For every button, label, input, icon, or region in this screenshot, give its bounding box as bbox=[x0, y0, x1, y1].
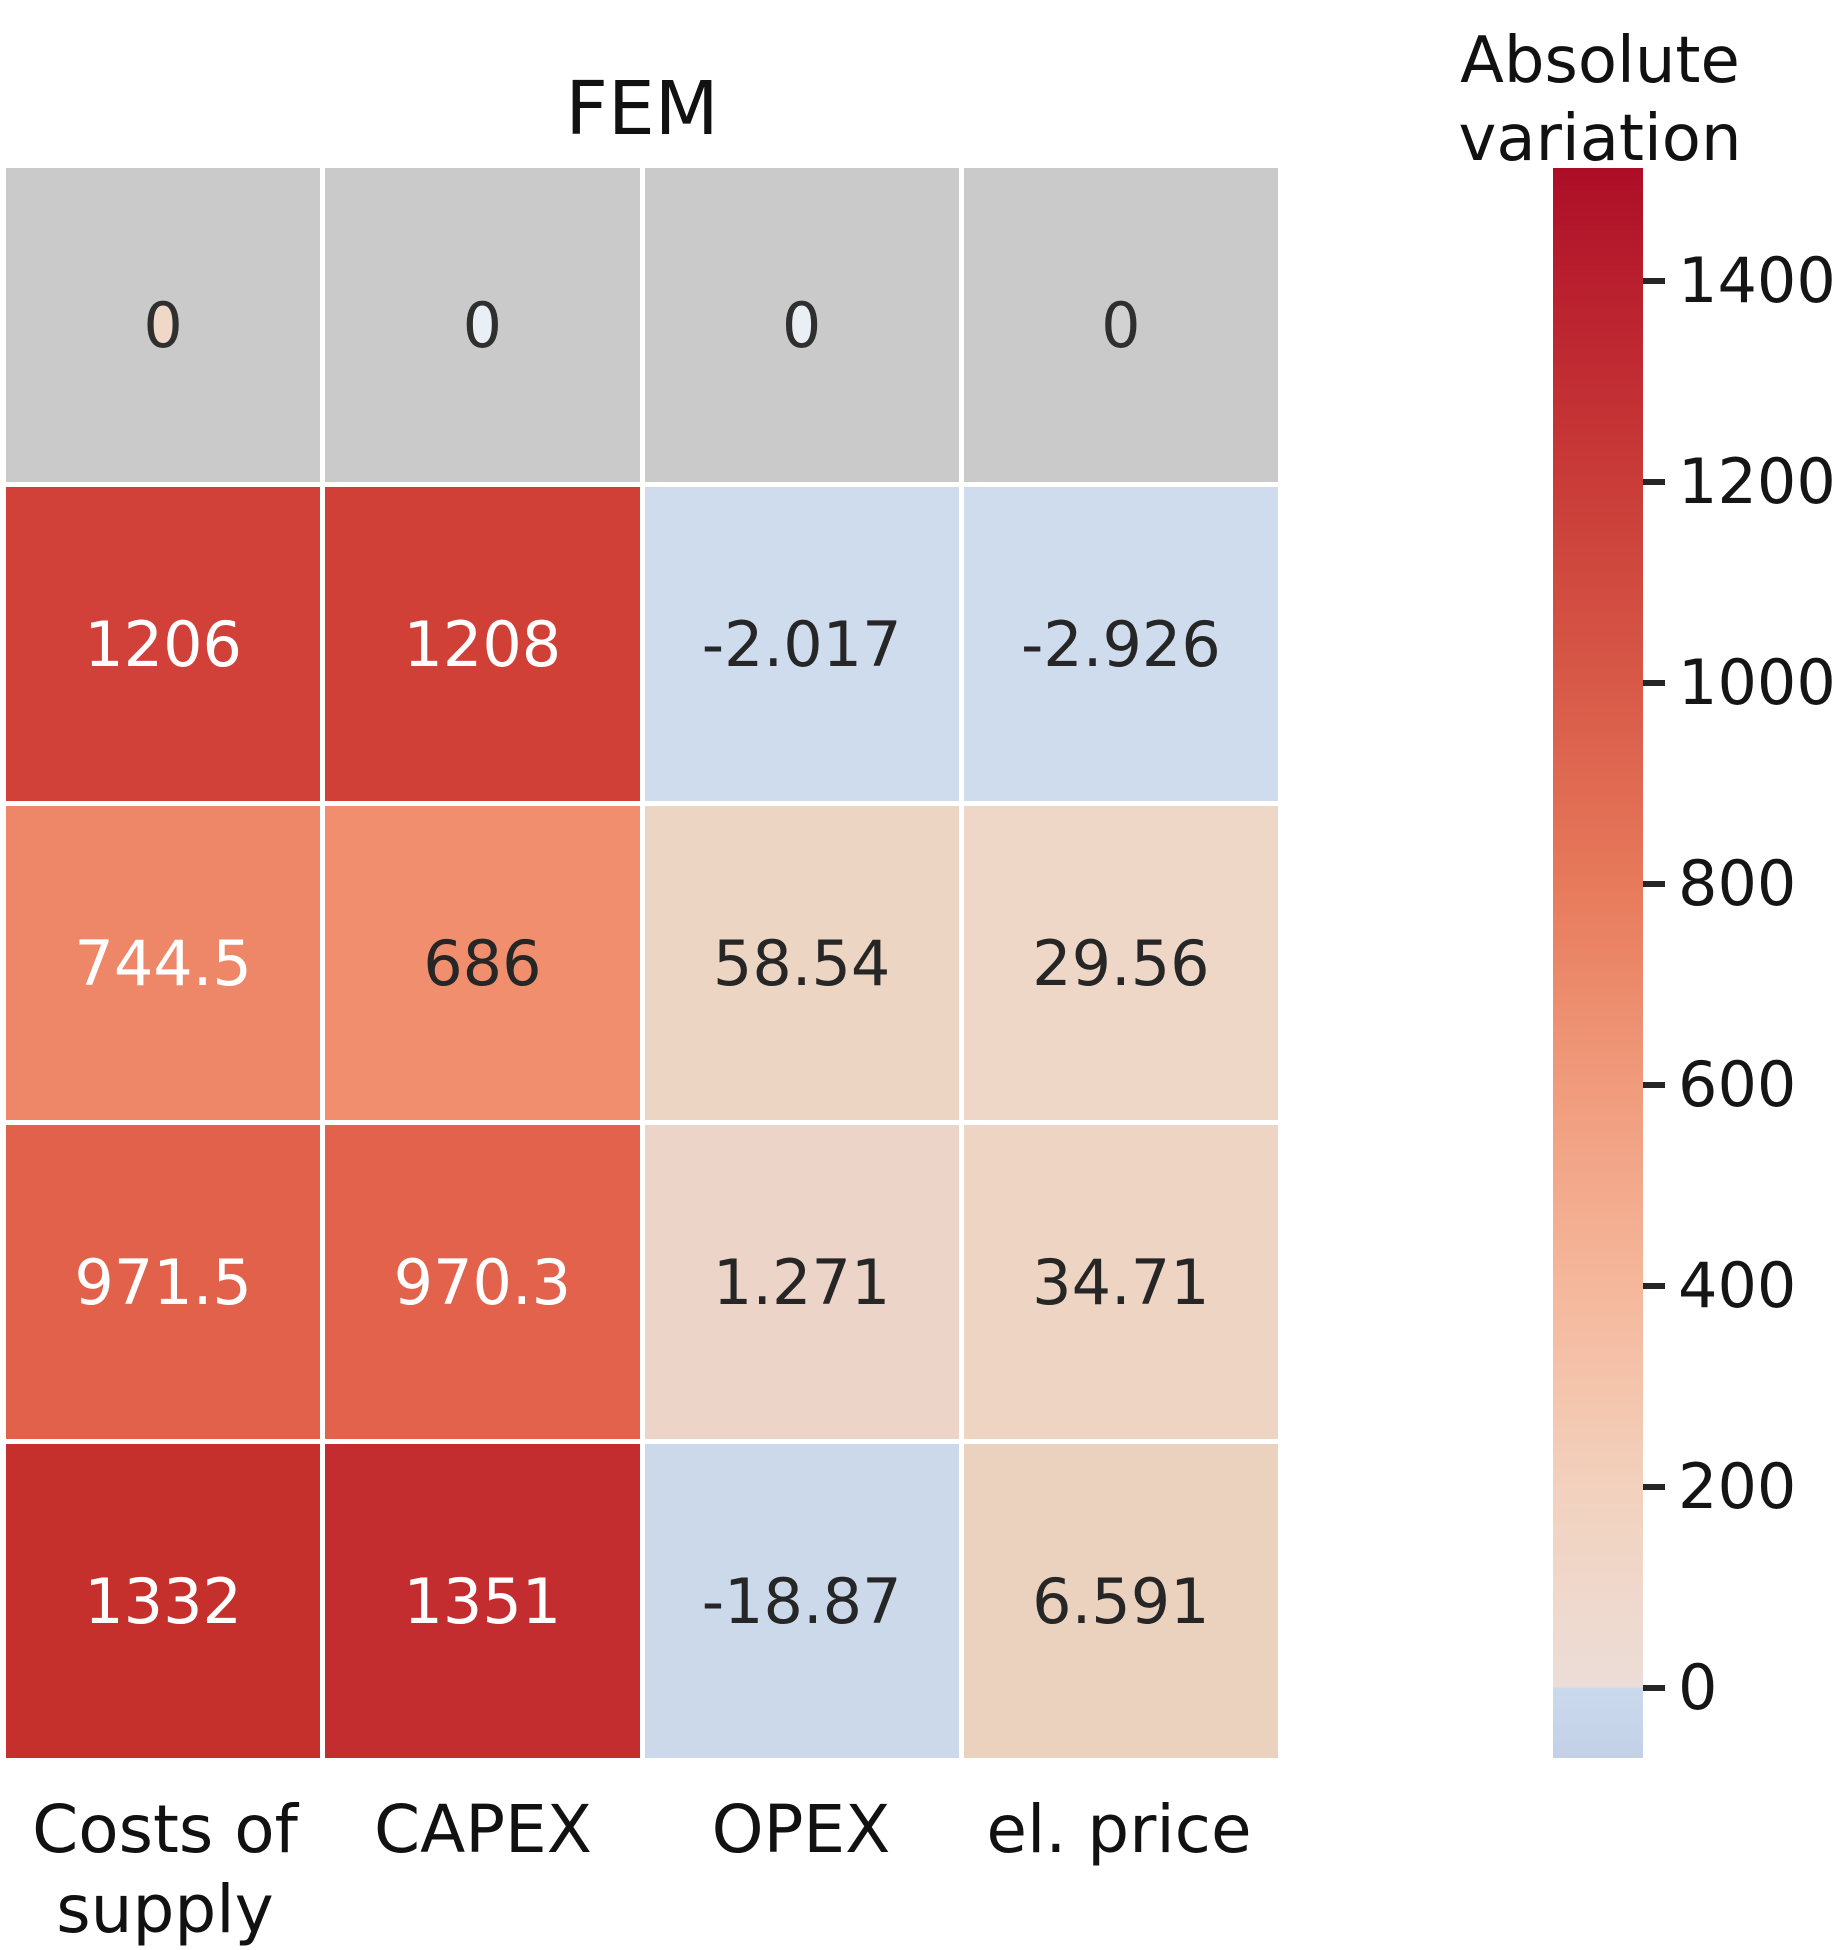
x-axis-label: CAPEX bbox=[324, 1790, 642, 1870]
x-axis-label-line: Costs of bbox=[32, 1791, 298, 1868]
cell-value: 58.54 bbox=[712, 926, 891, 1000]
heatmap-cell: -2.926 bbox=[963, 487, 1278, 801]
colorbar-tick-label: 800 bbox=[1678, 847, 1797, 921]
heatmap-cell: 1206 bbox=[6, 487, 321, 801]
heatmap-cell: 0 bbox=[644, 168, 959, 482]
cell-value: 1332 bbox=[84, 1564, 243, 1638]
colorbar-tick bbox=[1643, 680, 1665, 687]
chart-title: FEM bbox=[565, 66, 719, 152]
colorbar-gradient bbox=[1553, 168, 1643, 1758]
colorbar-tick-label: 400 bbox=[1678, 1248, 1797, 1322]
cell-value: -2.926 bbox=[1020, 607, 1221, 681]
colorbar-title-line: variation bbox=[1458, 102, 1742, 176]
colorbar-tick-label: 1000 bbox=[1678, 646, 1833, 720]
heatmap-cell: 971.5 bbox=[6, 1125, 321, 1439]
cell-value: -2.017 bbox=[701, 607, 902, 681]
x-axis-label: Costs of supply bbox=[6, 1790, 324, 1950]
cell-value: 971.5 bbox=[74, 1245, 252, 1319]
x-axis-label-line: CAPEX bbox=[374, 1791, 592, 1868]
cell-value: 0 bbox=[462, 288, 503, 362]
colorbar-tick bbox=[1643, 479, 1665, 486]
heatmap-cell: -2.017 bbox=[644, 487, 959, 801]
zero-glyph-counter bbox=[790, 305, 813, 344]
heatmap-cell: 1.271 bbox=[644, 1125, 959, 1439]
heatmap-cell: 34.71 bbox=[963, 1125, 1278, 1439]
colorbar: 1400 1200 1000 800 600 400 200 0 bbox=[1553, 168, 1833, 1758]
cell-value: 1208 bbox=[403, 607, 562, 681]
cell-value: -18.87 bbox=[701, 1564, 902, 1638]
x-axis-label: OPEX bbox=[642, 1790, 960, 1870]
heatmap-cell: 1208 bbox=[325, 487, 640, 801]
colorbar-tick bbox=[1643, 881, 1665, 888]
heatmap-cell: 686 bbox=[325, 806, 640, 1120]
cell-value: 0 bbox=[143, 288, 183, 362]
heatmap-cell: 6.591 bbox=[963, 1444, 1278, 1758]
cell-value: 1206 bbox=[84, 607, 243, 681]
zero-glyph-counter bbox=[1109, 305, 1132, 344]
heatmap-cell: 1332 bbox=[6, 1444, 321, 1758]
colorbar-tick-label: 600 bbox=[1678, 1048, 1797, 1122]
x-axis-label-line: el. price bbox=[986, 1791, 1252, 1868]
x-axis-label-line: supply bbox=[56, 1871, 274, 1948]
heatmap-cell: 970.3 bbox=[325, 1125, 640, 1439]
heatmap-cell: 29.56 bbox=[963, 806, 1278, 1120]
cell-value: 6.591 bbox=[1032, 1564, 1210, 1638]
cell-value: 1351 bbox=[403, 1564, 562, 1638]
heatmap-cell: -18.87 bbox=[644, 1444, 959, 1758]
cell-value: 686 bbox=[423, 926, 542, 1000]
heatmap: 0 0 0 0 1206 1208 -2.017 -2.926 744.5 686 58.54 29.… bbox=[6, 168, 1278, 1758]
colorbar-tick-label: 0 bbox=[1678, 1650, 1718, 1724]
zero-glyph-counter bbox=[471, 305, 494, 344]
heatmap-cell: 1351 bbox=[325, 1444, 640, 1758]
heatmap-cell: 0 bbox=[963, 168, 1278, 482]
colorbar-tick bbox=[1643, 1082, 1665, 1089]
heatmap-cell: 58.54 bbox=[644, 806, 959, 1120]
cell-value: 0 bbox=[781, 288, 822, 362]
cell-value: 29.56 bbox=[1032, 926, 1210, 1000]
cell-value: 744.5 bbox=[74, 926, 252, 1000]
colorbar-tick bbox=[1643, 1483, 1665, 1490]
colorbar-title: Absolute variation bbox=[1380, 22, 1820, 178]
colorbar-title-line: Absolute bbox=[1460, 24, 1740, 98]
colorbar-tick-label: 200 bbox=[1678, 1449, 1797, 1523]
x-axis-label: el. price bbox=[960, 1790, 1278, 1870]
heatmap-cell: 0 bbox=[325, 168, 640, 482]
cell-value: 1.271 bbox=[712, 1245, 891, 1319]
cell-value: 0 bbox=[1101, 288, 1141, 362]
heatmap-cell: 0 bbox=[6, 168, 321, 482]
zero-glyph-counter bbox=[152, 305, 175, 344]
colorbar-tick bbox=[1643, 278, 1665, 285]
colorbar-tick bbox=[1643, 1282, 1665, 1289]
cell-value: 34.71 bbox=[1032, 1245, 1210, 1319]
cell-value: 970.3 bbox=[393, 1245, 572, 1319]
colorbar-tick-label: 1400 bbox=[1678, 244, 1833, 318]
heatmap-cell: 744.5 bbox=[6, 806, 321, 1120]
colorbar-tick-label: 1200 bbox=[1678, 445, 1833, 519]
colorbar-tick bbox=[1643, 1684, 1665, 1691]
x-axis-label-line: OPEX bbox=[711, 1791, 891, 1868]
